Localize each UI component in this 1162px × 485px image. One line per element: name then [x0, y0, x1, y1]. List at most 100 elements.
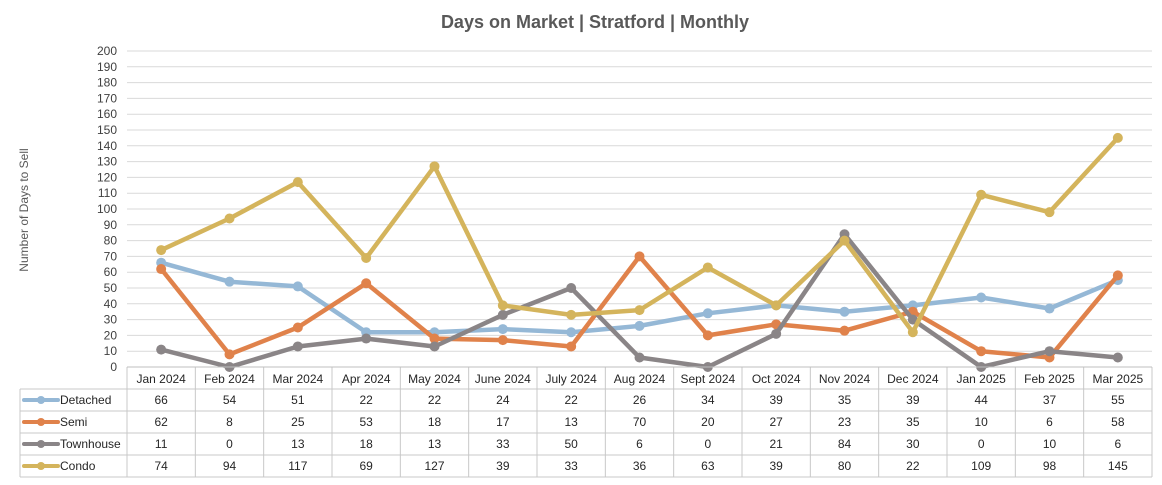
data-point — [497, 309, 508, 320]
data-point — [292, 281, 303, 292]
data-label: 6 — [1114, 437, 1121, 451]
data-point — [497, 300, 508, 311]
data-label: 23 — [838, 415, 852, 429]
data-label: 30 — [906, 437, 920, 451]
data-label: 27 — [769, 415, 783, 429]
data-label: 13 — [428, 437, 442, 451]
data-point — [839, 325, 850, 336]
x-tick-label: Nov 2024 — [819, 372, 871, 386]
data-label: 50 — [564, 437, 578, 451]
data-point — [976, 292, 987, 303]
data-point — [429, 161, 440, 172]
y-tick-label: 190 — [97, 60, 117, 74]
data-label: 18 — [428, 415, 442, 429]
data-label: 22 — [564, 393, 578, 407]
data-label: 51 — [291, 393, 305, 407]
data-point — [156, 264, 167, 275]
data-label: 39 — [769, 393, 783, 407]
data-point — [771, 300, 782, 311]
data-label: 18 — [359, 437, 373, 451]
data-table: Jan 2024 Feb 2024 Mar 2024 Apr 2024 May 2024… — [19, 366, 1153, 478]
data-label: 0 — [704, 437, 711, 451]
x-tick-label: Jan 2025 — [956, 372, 1006, 386]
data-point — [976, 189, 987, 200]
data-point — [702, 330, 713, 341]
y-tick-labels: 0102030405060708090100110120130140150160… — [97, 44, 117, 374]
data-point — [292, 322, 303, 333]
legend-label: Townhouse — [60, 437, 121, 451]
data-label: 0 — [226, 437, 233, 451]
gridlines — [127, 50, 1152, 368]
data-label: 6 — [1046, 415, 1053, 429]
x-tick-label: Apr 2024 — [342, 372, 391, 386]
data-label: 33 — [564, 459, 578, 473]
x-tick-label: Feb 2024 — [204, 372, 255, 386]
data-label: 25 — [291, 415, 305, 429]
y-tick-label: 20 — [104, 328, 118, 342]
data-label: 74 — [154, 459, 168, 473]
data-label: 53 — [359, 415, 373, 429]
data-label: 145 — [1108, 459, 1128, 473]
data-point — [361, 252, 372, 263]
y-tick-label: 10 — [104, 344, 118, 358]
data-point — [566, 327, 577, 338]
x-tick-label: July 2024 — [545, 372, 597, 386]
data-label: 21 — [769, 437, 783, 451]
data-label: 55 — [1111, 393, 1125, 407]
data-point — [634, 320, 645, 331]
data-label: 10 — [1043, 437, 1057, 451]
y-tick-label: 30 — [104, 313, 118, 327]
data-point — [634, 352, 645, 363]
data-label: 80 — [838, 459, 852, 473]
data-point — [1112, 352, 1123, 363]
data-point — [1044, 346, 1055, 357]
legend-label: Semi — [60, 415, 87, 429]
data-label: 62 — [154, 415, 168, 429]
data-label: 22 — [359, 393, 373, 407]
y-tick-label: 50 — [104, 281, 118, 295]
x-tick-label: Oct 2024 — [752, 372, 801, 386]
y-tick-label: 160 — [97, 107, 117, 121]
data-label: 84 — [838, 437, 852, 451]
data-label: 20 — [701, 415, 715, 429]
data-label: 10 — [974, 415, 988, 429]
legend-marker — [37, 462, 45, 470]
data-point — [497, 335, 508, 346]
x-tick-label: Feb 2025 — [1024, 372, 1075, 386]
data-label: 70 — [633, 415, 647, 429]
series-lines — [156, 132, 1123, 372]
data-label: 58 — [1111, 415, 1125, 429]
data-label: 127 — [424, 459, 444, 473]
data-label: 0 — [978, 437, 985, 451]
x-tick-label: Jan 2024 — [136, 372, 186, 386]
y-tick-label: 100 — [97, 202, 117, 216]
y-tick-label: 110 — [98, 186, 117, 200]
x-tick-label: Aug 2024 — [614, 372, 666, 386]
data-label: 22 — [428, 393, 442, 407]
data-label: 37 — [1043, 393, 1057, 407]
data-label: 6 — [636, 437, 643, 451]
data-label: 94 — [223, 459, 237, 473]
data-label: 13 — [291, 437, 305, 451]
data-label: 44 — [974, 393, 988, 407]
data-label: 39 — [769, 459, 783, 473]
data-label: 33 — [496, 437, 510, 451]
data-point — [224, 213, 235, 224]
data-point — [1044, 303, 1055, 314]
x-tick-label: Dec 2024 — [887, 372, 939, 386]
data-point — [566, 341, 577, 352]
y-tick-label: 170 — [97, 91, 117, 105]
data-point — [224, 276, 235, 287]
data-point — [361, 278, 372, 289]
legend-label: Condo — [60, 459, 96, 473]
data-point — [566, 309, 577, 320]
y-tick-label: 90 — [104, 218, 118, 232]
data-point — [839, 306, 850, 317]
data-label: 39 — [496, 459, 510, 473]
data-label: 26 — [633, 393, 647, 407]
data-label: 35 — [906, 415, 920, 429]
data-label: 36 — [633, 459, 647, 473]
data-point — [292, 341, 303, 352]
